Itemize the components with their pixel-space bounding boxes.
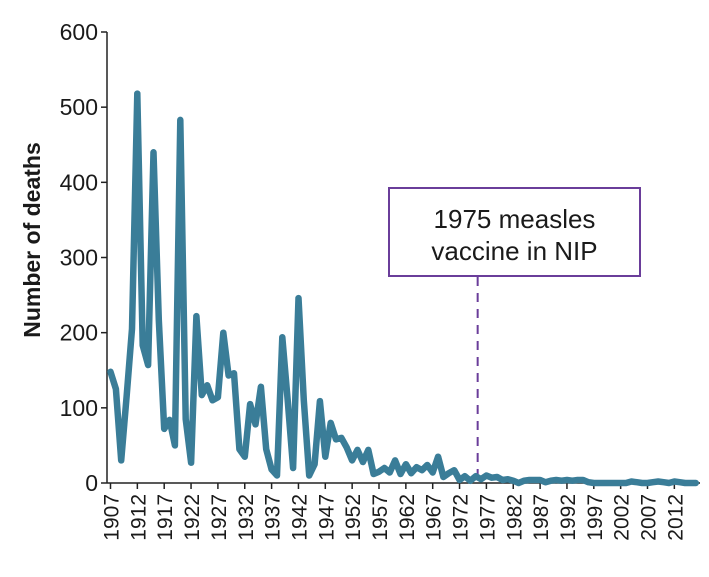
y-tick-label: 400 xyxy=(60,169,98,195)
x-tick-label: 1982 xyxy=(503,494,526,541)
y-axis-title: Number of deaths xyxy=(19,142,45,338)
x-tick-label: 1937 xyxy=(262,494,285,541)
x-tick-label: 1907 xyxy=(101,494,124,541)
x-tick-label: 1987 xyxy=(530,494,553,541)
y-tick-label: 0 xyxy=(85,470,98,496)
x-axis: 1907 1912 1917 1922 1927 1932 1937 1942 1947 1952… xyxy=(101,482,700,541)
y-tick-label: 200 xyxy=(60,320,98,346)
x-tick-label: 1992 xyxy=(557,494,580,541)
y-tick-label: 300 xyxy=(60,245,98,271)
x-tick-label: 2012 xyxy=(664,494,687,541)
x-tick-label: 1912 xyxy=(127,494,150,541)
x-tick-label: 1917 xyxy=(154,494,177,541)
x-tick-label: 1952 xyxy=(342,494,365,541)
x-tick-label: 1967 xyxy=(423,494,446,541)
series-layer xyxy=(107,90,700,487)
x-tick-label: 1922 xyxy=(181,494,204,541)
y-tick-label: 600 xyxy=(60,19,98,45)
series-line-0 xyxy=(107,90,700,487)
annotation: 1975 measles vaccine in NIP xyxy=(388,187,641,481)
x-tick-label: 1972 xyxy=(450,494,473,541)
y-axis: 0 100 200 300 400 500 600 xyxy=(60,19,108,496)
y-tick-label: 500 xyxy=(60,94,98,120)
x-tick-label: 1977 xyxy=(476,494,499,541)
x-tick-label: 2007 xyxy=(638,494,661,541)
x-tick-label: 1947 xyxy=(315,494,338,541)
x-tick-label: 1942 xyxy=(288,494,311,541)
annotation-box xyxy=(388,187,641,277)
x-tick-label: 1932 xyxy=(235,494,258,541)
x-tick-label: 2002 xyxy=(611,494,634,541)
x-tick-label: 1927 xyxy=(208,494,231,541)
x-tick-label: 1957 xyxy=(369,494,392,541)
x-tick-label: 1962 xyxy=(396,494,419,541)
annotation-text-line1: 1975 measles xyxy=(434,204,596,234)
x-tick-label: 1997 xyxy=(584,494,607,541)
annotation-text-line2: vaccine in NIP xyxy=(431,236,597,266)
y-tick-label: 100 xyxy=(60,395,98,421)
